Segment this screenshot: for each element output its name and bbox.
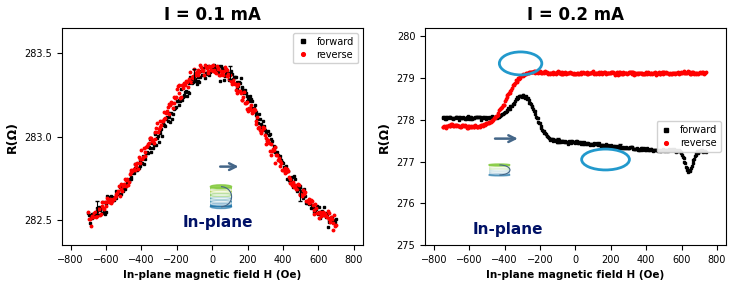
Legend: forward, reverse: forward, reverse: [293, 33, 358, 63]
Ellipse shape: [210, 202, 232, 205]
Text: In-plane: In-plane: [473, 222, 543, 237]
Ellipse shape: [489, 166, 510, 168]
reverse: [580, 72, 589, 75]
Ellipse shape: [489, 167, 510, 169]
forward: [85, 213, 94, 217]
forward: [293, 184, 302, 188]
reverse: [329, 229, 338, 232]
forward: [691, 153, 700, 157]
Ellipse shape: [210, 205, 232, 208]
forward: [232, 75, 240, 78]
Bar: [489, 172, 510, 173]
X-axis label: In-plane magnetic field H (Oe): In-plane magnetic field H (Oe): [486, 271, 665, 281]
Ellipse shape: [489, 169, 510, 171]
Ellipse shape: [210, 198, 232, 202]
reverse: [595, 70, 604, 73]
reverse: [691, 72, 700, 75]
Bar: [489, 173, 510, 175]
reverse: [529, 69, 538, 72]
X-axis label: In-plane magnetic field H (Oe): In-plane magnetic field H (Oe): [123, 271, 301, 281]
Ellipse shape: [489, 164, 510, 166]
reverse: [463, 126, 472, 130]
reverse: [236, 91, 245, 95]
forward: [323, 225, 332, 229]
forward: [579, 142, 588, 145]
forward: [236, 77, 245, 80]
Ellipse shape: [489, 171, 510, 172]
forward: [701, 150, 710, 153]
Bar: [489, 170, 510, 172]
forward: [684, 170, 693, 174]
Line: forward: forward: [441, 94, 707, 173]
Ellipse shape: [489, 172, 510, 174]
forward: [699, 151, 707, 154]
forward: [438, 115, 447, 119]
Bar: [489, 167, 510, 168]
reverse: [293, 183, 302, 186]
Legend: forward, reverse: forward, reverse: [657, 121, 721, 152]
reverse: [232, 85, 241, 88]
forward: [309, 206, 318, 209]
Bar: [210, 200, 232, 203]
reverse: [85, 217, 94, 220]
reverse: [84, 210, 92, 213]
reverse: [331, 224, 340, 227]
reverse: [561, 71, 570, 74]
Bar: [210, 193, 232, 197]
forward: [519, 93, 528, 97]
Y-axis label: R(Ω): R(Ω): [378, 120, 391, 152]
Line: reverse: reverse: [441, 69, 707, 129]
Bar: [210, 197, 232, 200]
forward: [232, 81, 241, 84]
reverse: [232, 88, 240, 92]
Bar: [489, 168, 510, 170]
forward: [509, 103, 517, 106]
reverse: [438, 125, 447, 128]
reverse: [699, 70, 707, 74]
reverse: [701, 71, 710, 74]
Title: I = 0.2 mA: I = 0.2 mA: [527, 5, 624, 23]
Ellipse shape: [210, 188, 232, 192]
Y-axis label: R(Ω): R(Ω): [6, 120, 18, 152]
forward: [84, 211, 92, 214]
forward: [210, 63, 218, 67]
reverse: [309, 208, 318, 212]
Line: reverse: reverse: [87, 63, 337, 232]
Bar: [489, 165, 510, 167]
Ellipse shape: [489, 174, 510, 176]
Line: forward: forward: [87, 64, 337, 228]
Ellipse shape: [210, 185, 232, 188]
reverse: [208, 63, 217, 66]
Text: In-plane: In-plane: [183, 215, 253, 230]
Bar: [210, 203, 232, 207]
Bar: [210, 190, 232, 193]
forward: [594, 142, 603, 145]
Title: I = 0.1 mA: I = 0.1 mA: [163, 5, 260, 23]
Bar: [210, 187, 232, 190]
reverse: [509, 83, 518, 87]
Ellipse shape: [210, 195, 232, 198]
Ellipse shape: [210, 192, 232, 195]
forward: [560, 140, 569, 143]
forward: [331, 218, 340, 221]
